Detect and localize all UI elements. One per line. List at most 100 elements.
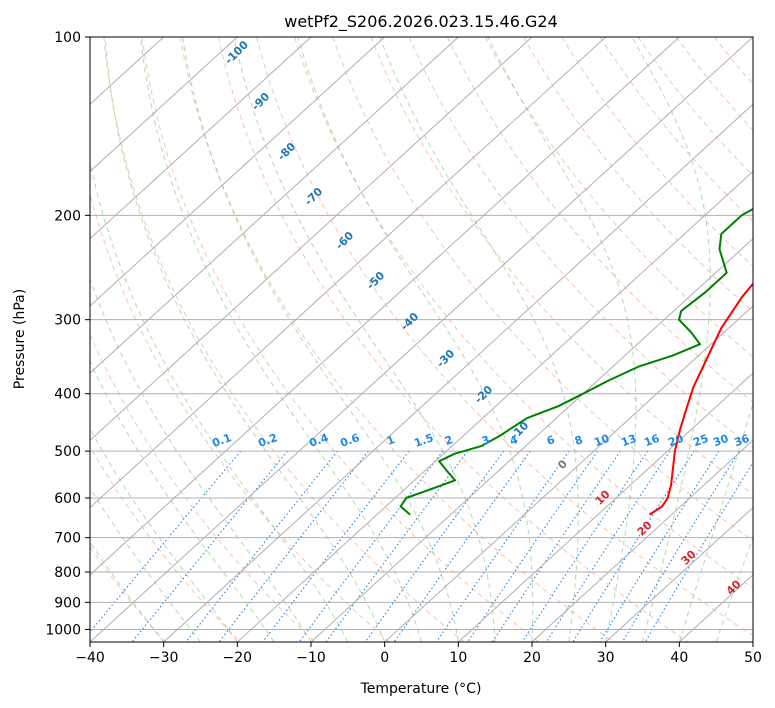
dry-adiabat [484, 37, 753, 358]
isotherm [752, 641, 753, 642]
dry-adiabat [217, 37, 689, 642]
isotherm [236, 170, 753, 642]
moist-adiabat [104, 37, 386, 642]
dry-adiabat [332, 37, 753, 542]
y-tick-label: 300 [54, 313, 81, 329]
isotherm [90, 37, 680, 576]
x-tick-label: −40 [75, 650, 105, 666]
mixing-ratio-label: 0.4 [307, 431, 330, 450]
isotherm [90, 37, 533, 442]
mixing-ratio-label: 0.1 [210, 431, 233, 450]
dry-adiabat [103, 37, 465, 642]
mixing-ratio-line [185, 450, 339, 642]
mixing-ratio-line [364, 450, 505, 642]
x-axis-label: Temperature (°C) [360, 681, 482, 697]
profile-series [399, 207, 753, 516]
x-tick-label: −30 [149, 650, 179, 666]
y-tick-label: 100 [54, 30, 81, 46]
moist-adiabat [90, 360, 275, 642]
x-tick-label: 40 [670, 650, 688, 666]
dry-adiabat [370, 37, 753, 495]
x-tick-label: 30 [597, 650, 615, 666]
mixing-ratio-label: 8 [573, 433, 585, 448]
mixing-ratio-label: 10 [592, 432, 611, 450]
moist-adiabat [90, 160, 349, 642]
mixing-ratio-label: 3 [480, 433, 492, 448]
isotherm [163, 103, 753, 642]
profile-line [399, 207, 753, 516]
dry-adiabat [256, 37, 753, 637]
y-tick-label: 500 [54, 444, 81, 460]
x-tick-label: −10 [296, 650, 326, 666]
mixing-ratio-label: 16 [642, 432, 661, 450]
mixing-ratio-label: 2 [443, 433, 455, 448]
axes: −40 −30 −20 −10 0 10 20 30 40 5010020030040050060… [45, 30, 762, 666]
moist-adiabat [487, 37, 637, 642]
isotherm [531, 439, 753, 642]
mixing-ratio-label: 25 [691, 432, 710, 449]
moist-adiabat [379, 37, 579, 642]
dry-adiabat [752, 37, 753, 39]
mixing-ratio-line [572, 450, 695, 642]
isotherm [90, 37, 238, 173]
moist-adiabat [752, 640, 753, 642]
moist-adiabat [297, 37, 534, 642]
y-axis-label: Pressure (hPa) [12, 289, 28, 389]
mixing-ratio-label: 36 [732, 432, 751, 450]
mixing-ratio-label: 20 [666, 432, 685, 450]
mixing-ratio-line [298, 450, 444, 642]
mixing-ratio-label: 13 [619, 432, 638, 449]
mixing-ratio-label: 1 [385, 433, 397, 448]
moist-adiabat [182, 37, 459, 642]
dry-adiabat [90, 445, 241, 642]
x-tick-label: 20 [523, 650, 541, 666]
isotherm [457, 372, 753, 642]
moist-adiabat [678, 401, 753, 642]
mixing-ratio-line [131, 450, 289, 642]
mixing-ratio-line [621, 450, 740, 642]
dry-adiabat [637, 37, 753, 177]
background-lines [90, 37, 753, 642]
mixing-ratio-label: 0.2 [256, 431, 279, 450]
y-tick-label: 800 [54, 565, 81, 581]
plot-frame [89, 36, 754, 643]
dry-adiabat [141, 37, 540, 642]
y-tick-label: 200 [54, 208, 81, 224]
mixing-ratio-line [644, 461, 753, 642]
moist-adiabat [140, 37, 422, 642]
x-tick-label: 0 [380, 650, 389, 666]
mixing-ratio-line [599, 450, 720, 642]
dry-adiabat [90, 333, 316, 642]
x-tick-label: 10 [449, 650, 467, 666]
y-tick-label: 400 [54, 387, 81, 403]
mixing-ratio-line [467, 450, 599, 642]
mixing-ratio-label: 0.6 [338, 431, 361, 450]
isotherm [90, 37, 386, 307]
mixing-ratio-line [262, 450, 410, 642]
y-tick-label: 600 [54, 491, 81, 507]
dry-adiabat [294, 37, 753, 589]
mixing-ratio-line [90, 450, 242, 633]
isotherm [90, 37, 312, 240]
mixing-ratio-label: 6 [545, 433, 557, 448]
y-tick-label: 900 [54, 595, 81, 611]
moist-adiabat [90, 278, 312, 642]
mixing-ratio-line [435, 450, 570, 642]
mixing-ratio-label: 4 [508, 433, 520, 448]
dry-adiabat [523, 37, 753, 313]
isotherm [90, 37, 607, 509]
mixing-ratio-label: 30 [711, 432, 730, 450]
x-tick-label: 50 [744, 650, 762, 666]
x-tick-label: −20 [223, 650, 253, 666]
y-tick-label: 700 [54, 531, 81, 547]
mixing-ratio-label: 1.5 [412, 431, 435, 450]
profile-line [648, 282, 753, 516]
y-tick-label: 1000 [45, 622, 81, 638]
isotherm [90, 37, 753, 642]
isotherm [310, 237, 753, 642]
mixing-ratio-line [218, 450, 369, 642]
moist-adiabat [90, 427, 238, 642]
isotherm [90, 37, 459, 374]
chart-title: wetPf2_S206.2026.023.15.46.G24 [284, 12, 558, 32]
